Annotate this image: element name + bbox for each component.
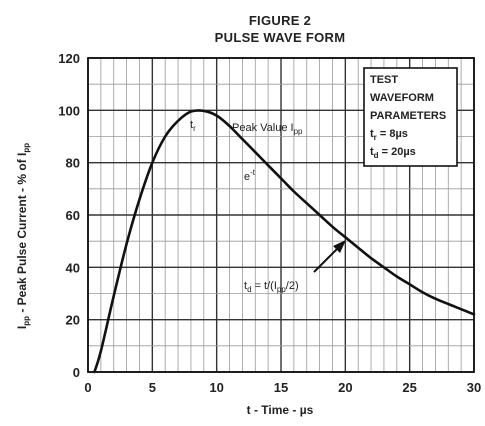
series-line-0	[93, 109, 476, 374]
y-tick-label: 100	[58, 103, 80, 118]
y-tick-label: 60	[66, 208, 80, 223]
y-tick-label: 0	[73, 365, 80, 380]
y-tick-label: 120	[58, 51, 80, 66]
td-arrow	[313, 240, 346, 273]
y-axis-label: Ipp - Peak Pulse Current - % of Ipp	[15, 143, 31, 329]
figure-caption: PULSE WAVE FORM	[214, 30, 346, 45]
x-axis-label: t - Time - µs	[247, 403, 314, 417]
exponential-annotation: e-t	[244, 168, 256, 183]
x-tick-label: 10	[209, 380, 223, 395]
parameter-box: TEST WAVEFORM PARAMETERS tr = 8µs td = 2…	[363, 67, 458, 167]
x-tick-label: 25	[402, 380, 416, 395]
param-line-test: TEST	[370, 74, 398, 86]
x-tick-label: 0	[84, 380, 91, 395]
figure-label: FIGURE 2	[248, 13, 312, 28]
param-line-parameters: PARAMETERS	[370, 110, 446, 122]
y-tick-label: 80	[66, 156, 80, 171]
plot-frame	[87, 57, 475, 373]
param-line-waveform: WAVEFORM	[370, 92, 434, 104]
figure-title: FIGURE 2 PULSE WAVE FORM	[90, 12, 470, 46]
td-annotation: td = t/(Ipp/2)	[244, 280, 299, 294]
tr-annotation: tr	[190, 119, 196, 133]
y-tick-label: 20	[66, 313, 80, 328]
param-tr: tr = 8µs	[370, 128, 408, 142]
y-tick-label: 40	[66, 260, 80, 275]
param-td: td = 20µs	[370, 146, 416, 160]
series	[93, 109, 476, 374]
x-tick-label: 5	[149, 380, 156, 395]
x-tick-label: 15	[274, 380, 288, 395]
x-tick-label: 30	[467, 380, 481, 395]
x-tick-label: 20	[338, 380, 352, 395]
tick-labels: 0 5 10 15 20 25 30 0 20 40 60 80 100 120	[58, 51, 481, 395]
peak-value-annotation: Peak Value Ipp	[232, 122, 303, 136]
